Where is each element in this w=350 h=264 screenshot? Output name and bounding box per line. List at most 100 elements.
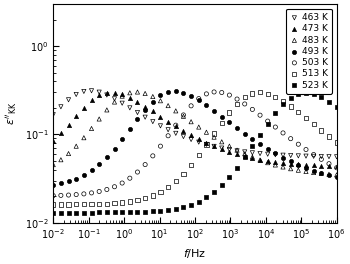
503 K	[119, 181, 125, 185]
483 K	[257, 158, 263, 162]
493 K	[295, 163, 301, 167]
473 K	[280, 161, 286, 165]
503 K	[280, 131, 286, 135]
463 K	[150, 120, 156, 124]
523 K	[181, 205, 186, 209]
513 K	[295, 110, 301, 114]
503 K	[295, 142, 301, 146]
503 K	[104, 187, 110, 192]
493 K	[50, 182, 56, 187]
493 K	[181, 91, 186, 95]
493 K	[135, 117, 140, 121]
483 K	[265, 161, 271, 165]
503 K	[127, 176, 133, 180]
503 K	[50, 194, 56, 198]
463 K	[318, 154, 324, 159]
513 K	[280, 99, 286, 103]
523 K	[295, 92, 301, 96]
463 K	[89, 89, 94, 93]
493 K	[265, 147, 271, 151]
473 K	[288, 162, 293, 166]
X-axis label: $f$/Hz: $f$/Hz	[183, 247, 206, 260]
503 K	[257, 113, 263, 117]
473 K	[234, 152, 240, 157]
473 K	[257, 158, 263, 162]
463 K	[112, 97, 117, 101]
463 K	[234, 149, 240, 153]
513 K	[234, 102, 240, 106]
483 K	[112, 100, 117, 104]
513 K	[318, 128, 324, 133]
493 K	[219, 115, 225, 119]
483 K	[150, 95, 156, 99]
503 K	[165, 134, 171, 138]
523 K	[119, 210, 125, 214]
523 K	[334, 105, 340, 109]
473 K	[295, 162, 301, 167]
513 K	[242, 95, 247, 99]
503 K	[311, 152, 316, 157]
483 K	[188, 120, 194, 124]
483 K	[66, 152, 71, 156]
473 K	[104, 91, 110, 95]
493 K	[311, 169, 316, 173]
503 K	[188, 104, 194, 108]
503 K	[173, 123, 178, 127]
473 K	[173, 124, 178, 129]
503 K	[150, 154, 156, 158]
473 K	[58, 131, 64, 135]
473 K	[265, 159, 271, 163]
473 K	[66, 122, 71, 127]
503 K	[303, 147, 309, 152]
483 K	[127, 91, 133, 95]
513 K	[165, 185, 171, 189]
473 K	[50, 139, 56, 143]
483 K	[326, 172, 332, 176]
463 K	[135, 110, 140, 115]
473 K	[112, 91, 117, 95]
463 K	[242, 150, 247, 154]
523 K	[81, 210, 87, 215]
493 K	[273, 151, 278, 155]
463 K	[158, 124, 163, 128]
473 K	[96, 93, 102, 97]
513 K	[204, 142, 209, 147]
473 K	[188, 133, 194, 138]
503 K	[196, 96, 202, 101]
483 K	[303, 169, 309, 174]
483 K	[273, 163, 278, 167]
463 K	[165, 128, 171, 132]
473 K	[273, 160, 278, 164]
503 K	[326, 162, 332, 166]
473 K	[74, 114, 79, 118]
513 K	[273, 95, 278, 99]
463 K	[280, 153, 286, 157]
523 K	[74, 210, 79, 215]
523 K	[211, 190, 217, 194]
473 K	[226, 150, 232, 154]
523 K	[311, 92, 316, 96]
513 K	[127, 199, 133, 204]
513 K	[104, 201, 110, 206]
Legend: 463 K, 473 K, 483 K, 493 K, 503 K, 513 K, 523 K: 463 K, 473 K, 483 K, 493 K, 503 K, 513 K…	[286, 9, 332, 94]
483 K	[295, 168, 301, 172]
523 K	[318, 95, 324, 99]
523 K	[104, 210, 110, 215]
483 K	[280, 165, 286, 169]
463 K	[81, 89, 87, 93]
463 K	[119, 101, 125, 105]
483 K	[250, 155, 255, 159]
Y-axis label: $\varepsilon''_{\rm KK}$: $\varepsilon''_{\rm KK}$	[4, 102, 19, 125]
503 K	[96, 189, 102, 194]
523 K	[196, 200, 202, 204]
473 K	[242, 154, 247, 158]
503 K	[265, 119, 271, 123]
463 K	[265, 152, 271, 156]
513 K	[211, 131, 217, 136]
513 K	[158, 190, 163, 194]
483 K	[204, 130, 209, 134]
503 K	[66, 193, 71, 197]
463 K	[58, 105, 64, 109]
513 K	[58, 202, 64, 207]
513 K	[303, 116, 309, 120]
